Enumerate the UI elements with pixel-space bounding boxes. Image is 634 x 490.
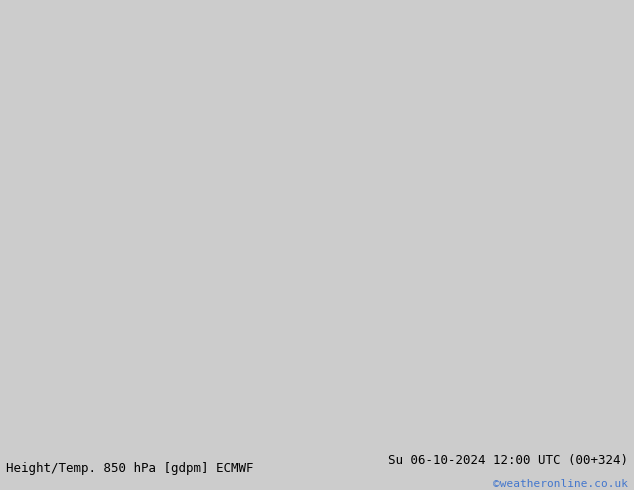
Text: Height/Temp. 850 hPa [gdpm] ECMWF: Height/Temp. 850 hPa [gdpm] ECMWF xyxy=(6,462,254,475)
Text: ©weatheronline.co.uk: ©weatheronline.co.uk xyxy=(493,479,628,489)
Text: Su 06-10-2024 12:00 UTC (00+324): Su 06-10-2024 12:00 UTC (00+324) xyxy=(387,454,628,467)
